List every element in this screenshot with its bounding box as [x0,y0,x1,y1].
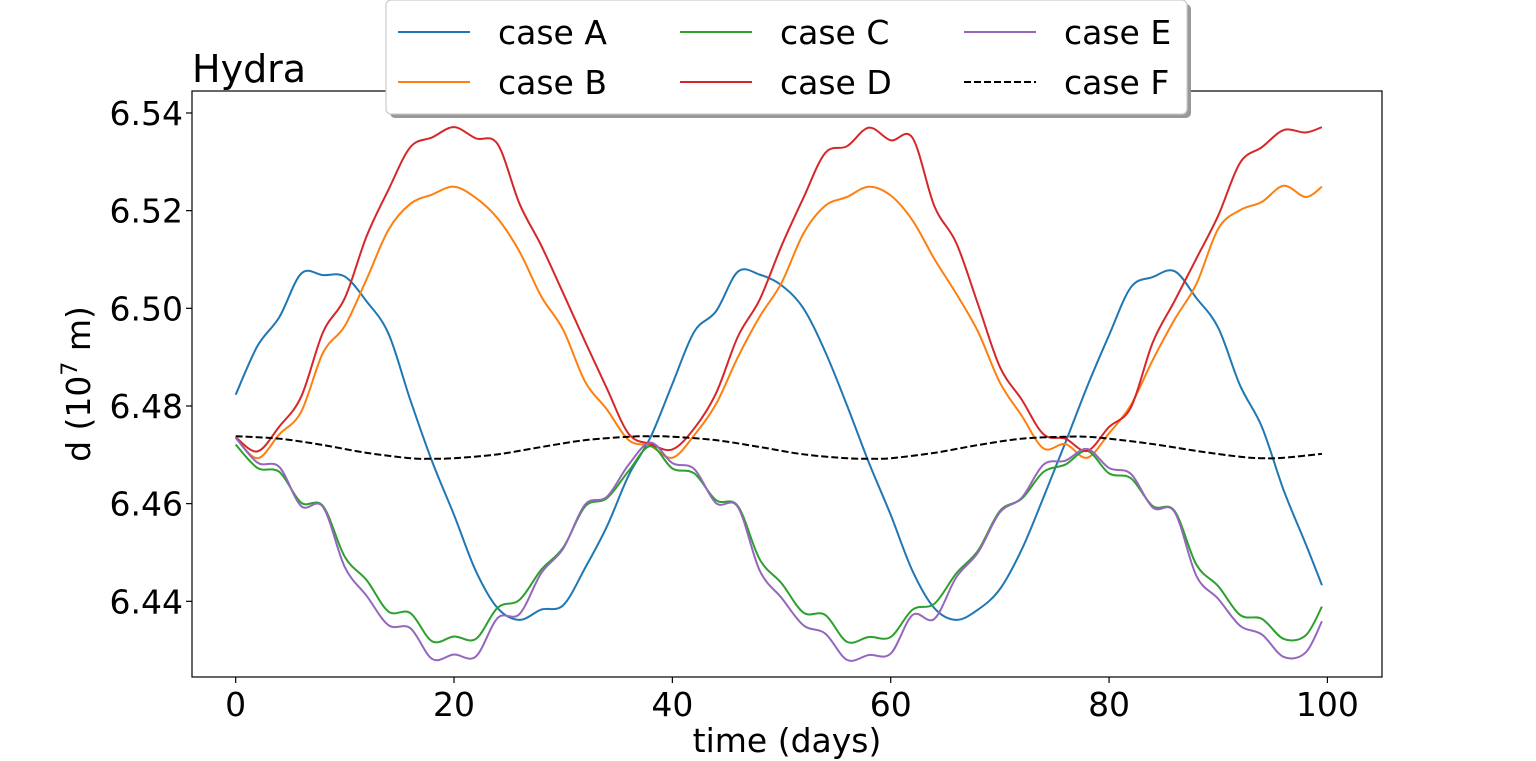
x-axis: 0 20 40 60 80 100 [225,677,1359,724]
series-line-case-d [235,126,1323,453]
legend-items: case A case B case C case D case E case F [398,13,1171,102]
chart-title: Hydra [192,47,306,91]
legend-box [385,0,1188,115]
y-tick-label: 6.48 [110,387,183,426]
legend-label: case B [498,63,607,102]
series-layer [234,126,1323,662]
y-tick-label: 6.44 [110,582,183,621]
y-axis-label-main: d (10 [59,376,98,462]
series-line-case-e [234,437,1323,662]
legend-label: case C [780,13,889,52]
legend-label: case E [1064,13,1171,52]
x-tick-label: 100 [1296,685,1359,724]
y-axis-label-exponent: 7 [58,362,83,376]
y-tick-label: 6.46 [110,485,183,524]
y-tick-label: 6.54 [110,94,183,133]
x-tick-label: 0 [225,685,246,724]
series-line-case-f [235,435,1323,460]
series-line-case-c [234,443,1323,644]
legend: case A case B case C case D case E case F [385,0,1191,118]
y-axis-label-end: m) [59,306,98,362]
legend-label: case D [780,63,892,102]
x-axis-label: time (days) [693,721,882,760]
series-line-case-b [234,184,1323,460]
x-tick-label: 20 [433,685,475,724]
y-axis-label: d (107 m) [58,306,98,462]
x-tick-label: 60 [870,685,912,724]
y-axis: 6.44 6.46 6.48 6.50 6.52 6.54 [110,94,192,621]
y-tick-label: 6.52 [110,192,183,231]
legend-label: case A [498,13,607,52]
series-line-case-a [234,268,1323,621]
x-tick-label: 40 [651,685,693,724]
y-tick-label: 6.50 [110,289,183,328]
x-tick-label: 80 [1088,685,1130,724]
legend-label: case F [1064,63,1169,102]
